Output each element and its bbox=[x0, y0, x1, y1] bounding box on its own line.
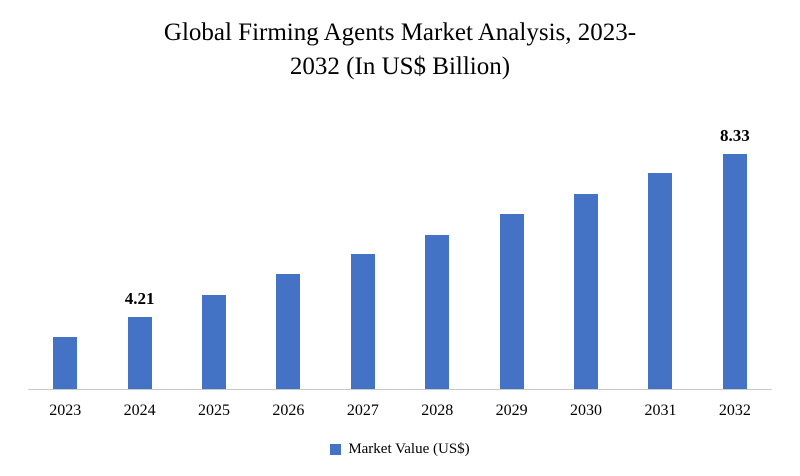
bar-2025 bbox=[202, 295, 227, 390]
legend-swatch-icon bbox=[330, 444, 342, 455]
x-axis-line bbox=[28, 389, 772, 390]
legend: Market Value (US$) bbox=[0, 441, 800, 458]
bar-2024 bbox=[127, 317, 152, 390]
bar-column-2026 bbox=[251, 274, 325, 390]
bar-column-2024: 4.21 bbox=[102, 289, 176, 390]
bar-2031 bbox=[648, 173, 673, 390]
bar-column-2029 bbox=[474, 214, 548, 390]
plot-area: 4.21 8.33 bbox=[28, 90, 772, 390]
bar-column-2025 bbox=[177, 295, 251, 390]
bar-column-2023 bbox=[28, 337, 102, 390]
chart-title-line1: Global Firming Agents Market Analysis, 2… bbox=[163, 19, 637, 46]
bar-2029 bbox=[499, 214, 524, 390]
bar-2028 bbox=[425, 235, 450, 390]
x-tick-label-2027: 2027 bbox=[346, 402, 379, 419]
bar-2027 bbox=[350, 254, 375, 390]
x-tick-label-2025: 2025 bbox=[198, 402, 231, 419]
bar-2032 bbox=[722, 154, 747, 390]
data-label-2032: 8.33 bbox=[719, 126, 750, 145]
x-tick-label-2031: 2031 bbox=[644, 402, 677, 419]
x-tick-label-2024: 2024 bbox=[123, 402, 156, 419]
bar-column-2027 bbox=[326, 254, 400, 390]
x-tick-label-2030: 2030 bbox=[570, 402, 603, 419]
bar-2030 bbox=[574, 194, 599, 390]
bar-column-2028 bbox=[400, 235, 474, 390]
chart-title-line2: 2032 (In US$ Billion) bbox=[289, 52, 511, 80]
bar-column-2030 bbox=[549, 194, 623, 390]
x-tick-label-2028: 2028 bbox=[421, 402, 454, 419]
bar-column-2031 bbox=[623, 173, 697, 390]
x-tick-label-2023: 2023 bbox=[49, 402, 82, 419]
data-label-2024: 4.21 bbox=[124, 289, 155, 308]
chart-title: Global Firming Agents Market Analysis, 2… bbox=[80, 16, 720, 84]
bar-2023 bbox=[53, 337, 78, 390]
x-tick-label-2026: 2026 bbox=[272, 402, 305, 419]
legend-label: Market Value (US$) bbox=[348, 441, 470, 457]
bar-2026 bbox=[276, 274, 301, 390]
x-tick-label-2032: 2032 bbox=[718, 402, 751, 419]
x-tick-label-2029: 2029 bbox=[495, 402, 528, 419]
bar-column-2032: 8.33 bbox=[698, 126, 772, 390]
x-axis-labels: 2023 2024 2025 2026 2027 2028 2029 2030 2031 2032 bbox=[28, 402, 772, 420]
